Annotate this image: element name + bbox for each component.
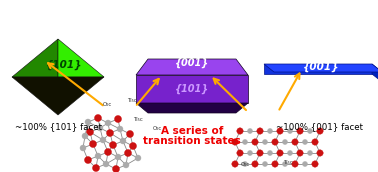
Circle shape <box>302 139 307 144</box>
Circle shape <box>248 128 253 133</box>
Circle shape <box>130 142 136 149</box>
Circle shape <box>85 157 91 164</box>
Circle shape <box>107 130 113 137</box>
Text: O₂c: O₂c <box>152 126 162 132</box>
Circle shape <box>307 150 313 155</box>
Circle shape <box>252 139 258 145</box>
Circle shape <box>297 150 303 156</box>
Circle shape <box>272 161 278 167</box>
Circle shape <box>135 155 141 161</box>
Text: transition states: transition states <box>143 136 241 146</box>
Circle shape <box>312 161 318 167</box>
Circle shape <box>80 145 86 151</box>
Circle shape <box>243 139 248 144</box>
Circle shape <box>237 128 243 134</box>
Circle shape <box>104 148 112 155</box>
Polygon shape <box>264 64 372 74</box>
Circle shape <box>297 128 303 134</box>
Circle shape <box>262 162 268 166</box>
Circle shape <box>282 162 288 166</box>
Text: A series of: A series of <box>161 126 223 136</box>
Circle shape <box>113 165 119 172</box>
Text: ~100% {001} facet: ~100% {001} facet <box>276 122 364 131</box>
Circle shape <box>127 131 133 137</box>
Circle shape <box>243 162 248 166</box>
Circle shape <box>248 150 253 155</box>
Text: {001}: {001} <box>175 58 209 68</box>
Circle shape <box>100 137 106 143</box>
Circle shape <box>292 139 298 145</box>
Circle shape <box>317 150 323 156</box>
Circle shape <box>105 120 111 126</box>
Circle shape <box>282 139 288 144</box>
Circle shape <box>317 128 323 134</box>
Text: O₂c: O₂c <box>102 101 112 106</box>
Circle shape <box>110 142 116 148</box>
Circle shape <box>232 161 238 167</box>
Text: Ti₅c: Ti₅c <box>127 98 137 103</box>
Circle shape <box>115 116 121 122</box>
Text: O₂c: O₂c <box>240 162 250 166</box>
Circle shape <box>257 128 263 134</box>
Circle shape <box>93 164 99 171</box>
Circle shape <box>95 153 101 159</box>
Text: Ti₅c: Ti₅c <box>283 159 293 164</box>
Circle shape <box>124 149 132 157</box>
Text: ~100% {101} facet: ~100% {101} facet <box>14 122 102 131</box>
Polygon shape <box>58 39 104 77</box>
Polygon shape <box>372 64 378 82</box>
Circle shape <box>277 150 283 156</box>
Circle shape <box>82 133 88 139</box>
Circle shape <box>115 154 121 160</box>
Circle shape <box>252 161 258 167</box>
Text: Ti₅c: Ti₅c <box>133 116 143 121</box>
Circle shape <box>85 119 91 125</box>
Polygon shape <box>12 39 58 77</box>
Circle shape <box>97 125 103 131</box>
Circle shape <box>232 139 238 145</box>
Circle shape <box>288 128 293 133</box>
Circle shape <box>87 128 93 136</box>
Polygon shape <box>136 75 248 103</box>
Circle shape <box>268 150 273 155</box>
Circle shape <box>120 138 126 144</box>
Circle shape <box>307 128 313 133</box>
Text: {101}: {101} <box>46 60 82 70</box>
Circle shape <box>272 139 278 145</box>
Polygon shape <box>264 64 378 72</box>
Circle shape <box>117 126 123 132</box>
Circle shape <box>103 161 109 167</box>
Circle shape <box>302 162 307 166</box>
Circle shape <box>288 150 293 155</box>
Circle shape <box>268 128 273 133</box>
Polygon shape <box>136 103 248 113</box>
Polygon shape <box>12 77 104 115</box>
Circle shape <box>277 128 283 134</box>
Circle shape <box>312 139 318 145</box>
Polygon shape <box>136 59 248 75</box>
Circle shape <box>262 139 268 144</box>
Text: {001}: {001} <box>303 62 339 72</box>
Circle shape <box>237 150 243 156</box>
Circle shape <box>90 141 96 148</box>
Circle shape <box>292 161 298 167</box>
Circle shape <box>257 150 263 156</box>
Circle shape <box>123 162 129 168</box>
Circle shape <box>94 115 102 121</box>
Text: {101}: {101} <box>175 84 209 94</box>
